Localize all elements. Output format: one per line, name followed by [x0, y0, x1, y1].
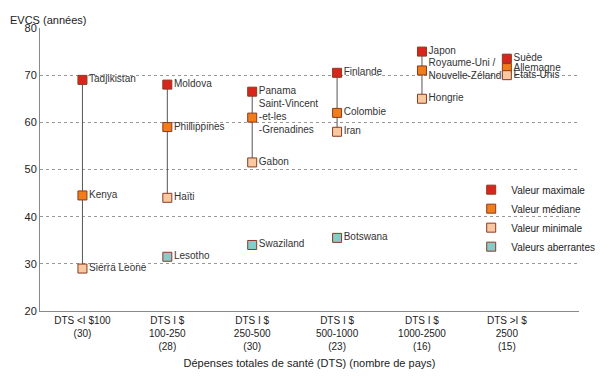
svg-text:DTS <I $100(30): DTS <I $100(30) — [54, 315, 111, 339]
svg-text:Hongrie: Hongrie — [429, 92, 464, 103]
svg-text:Botswana: Botswana — [344, 231, 388, 242]
svg-text:Sierra Leone: Sierra Leone — [89, 262, 147, 273]
svg-text:60: 60 — [25, 116, 37, 128]
svg-text:DTS >I $2500(15): DTS >I $2500(15) — [487, 315, 527, 352]
svg-text:Japon: Japon — [429, 45, 456, 56]
svg-text:Phillippines: Phillippines — [174, 121, 225, 132]
svg-text:Iran: Iran — [344, 125, 361, 136]
svg-text:Colombie: Colombie — [344, 106, 387, 117]
svg-text:EVCS (années): EVCS (années) — [10, 14, 86, 26]
svg-text:Kenya: Kenya — [89, 189, 118, 200]
svg-text:Panama: Panama — [259, 85, 297, 96]
svg-text:80: 80 — [25, 22, 37, 34]
svg-text:Valeur minimale: Valeur minimale — [511, 223, 582, 234]
svg-text:Moldova: Moldova — [174, 78, 212, 89]
svg-text:Dépenses totales de santé (DTS: Dépenses totales de santé (DTS) (nombre … — [184, 357, 436, 369]
svg-text:50: 50 — [25, 163, 37, 175]
svg-text:40: 40 — [25, 211, 37, 223]
svg-text:Royaume-Uni /Nouvelle-Zélande: Royaume-Uni /Nouvelle-Zélande — [429, 57, 508, 81]
svg-text:Valeurs aberrantes: Valeurs aberrantes — [511, 242, 595, 253]
svg-text:Allemagne: Allemagne — [513, 62, 561, 73]
svg-text:20: 20 — [25, 305, 37, 317]
svg-text:30: 30 — [25, 258, 37, 270]
svg-text:Swaziland: Swaziland — [259, 238, 305, 249]
svg-text:DTS I $1000-2500(16): DTS I $1000-2500(16) — [398, 315, 446, 352]
svg-text:DTS I $250-500(30): DTS I $250-500(30) — [234, 315, 271, 352]
svg-text:Saint-Vincent-et-les-Grenadine: Saint-Vincent-et-les-Grenadines — [259, 98, 319, 135]
svg-text:Suède: Suède — [513, 52, 542, 63]
svg-text:Valeur maximale: Valeur maximale — [511, 185, 585, 196]
svg-text:DTS I $500-1000(23): DTS I $500-1000(23) — [316, 315, 359, 352]
svg-text:Valeur médiane: Valeur médiane — [511, 204, 581, 215]
svg-text:Lesotho: Lesotho — [174, 250, 210, 261]
svg-text:Finlande: Finlande — [344, 66, 383, 77]
svg-text:Etats-Unis: Etats-Unis — [513, 69, 559, 80]
svg-text:Tadjikistan: Tadjikistan — [89, 73, 136, 84]
svg-text:70: 70 — [25, 69, 37, 81]
svg-text:Haïti: Haïti — [174, 191, 195, 202]
svg-text:DTS I $100-250(28): DTS I $100-250(28) — [149, 315, 186, 352]
svg-text:Gabon: Gabon — [259, 156, 289, 167]
